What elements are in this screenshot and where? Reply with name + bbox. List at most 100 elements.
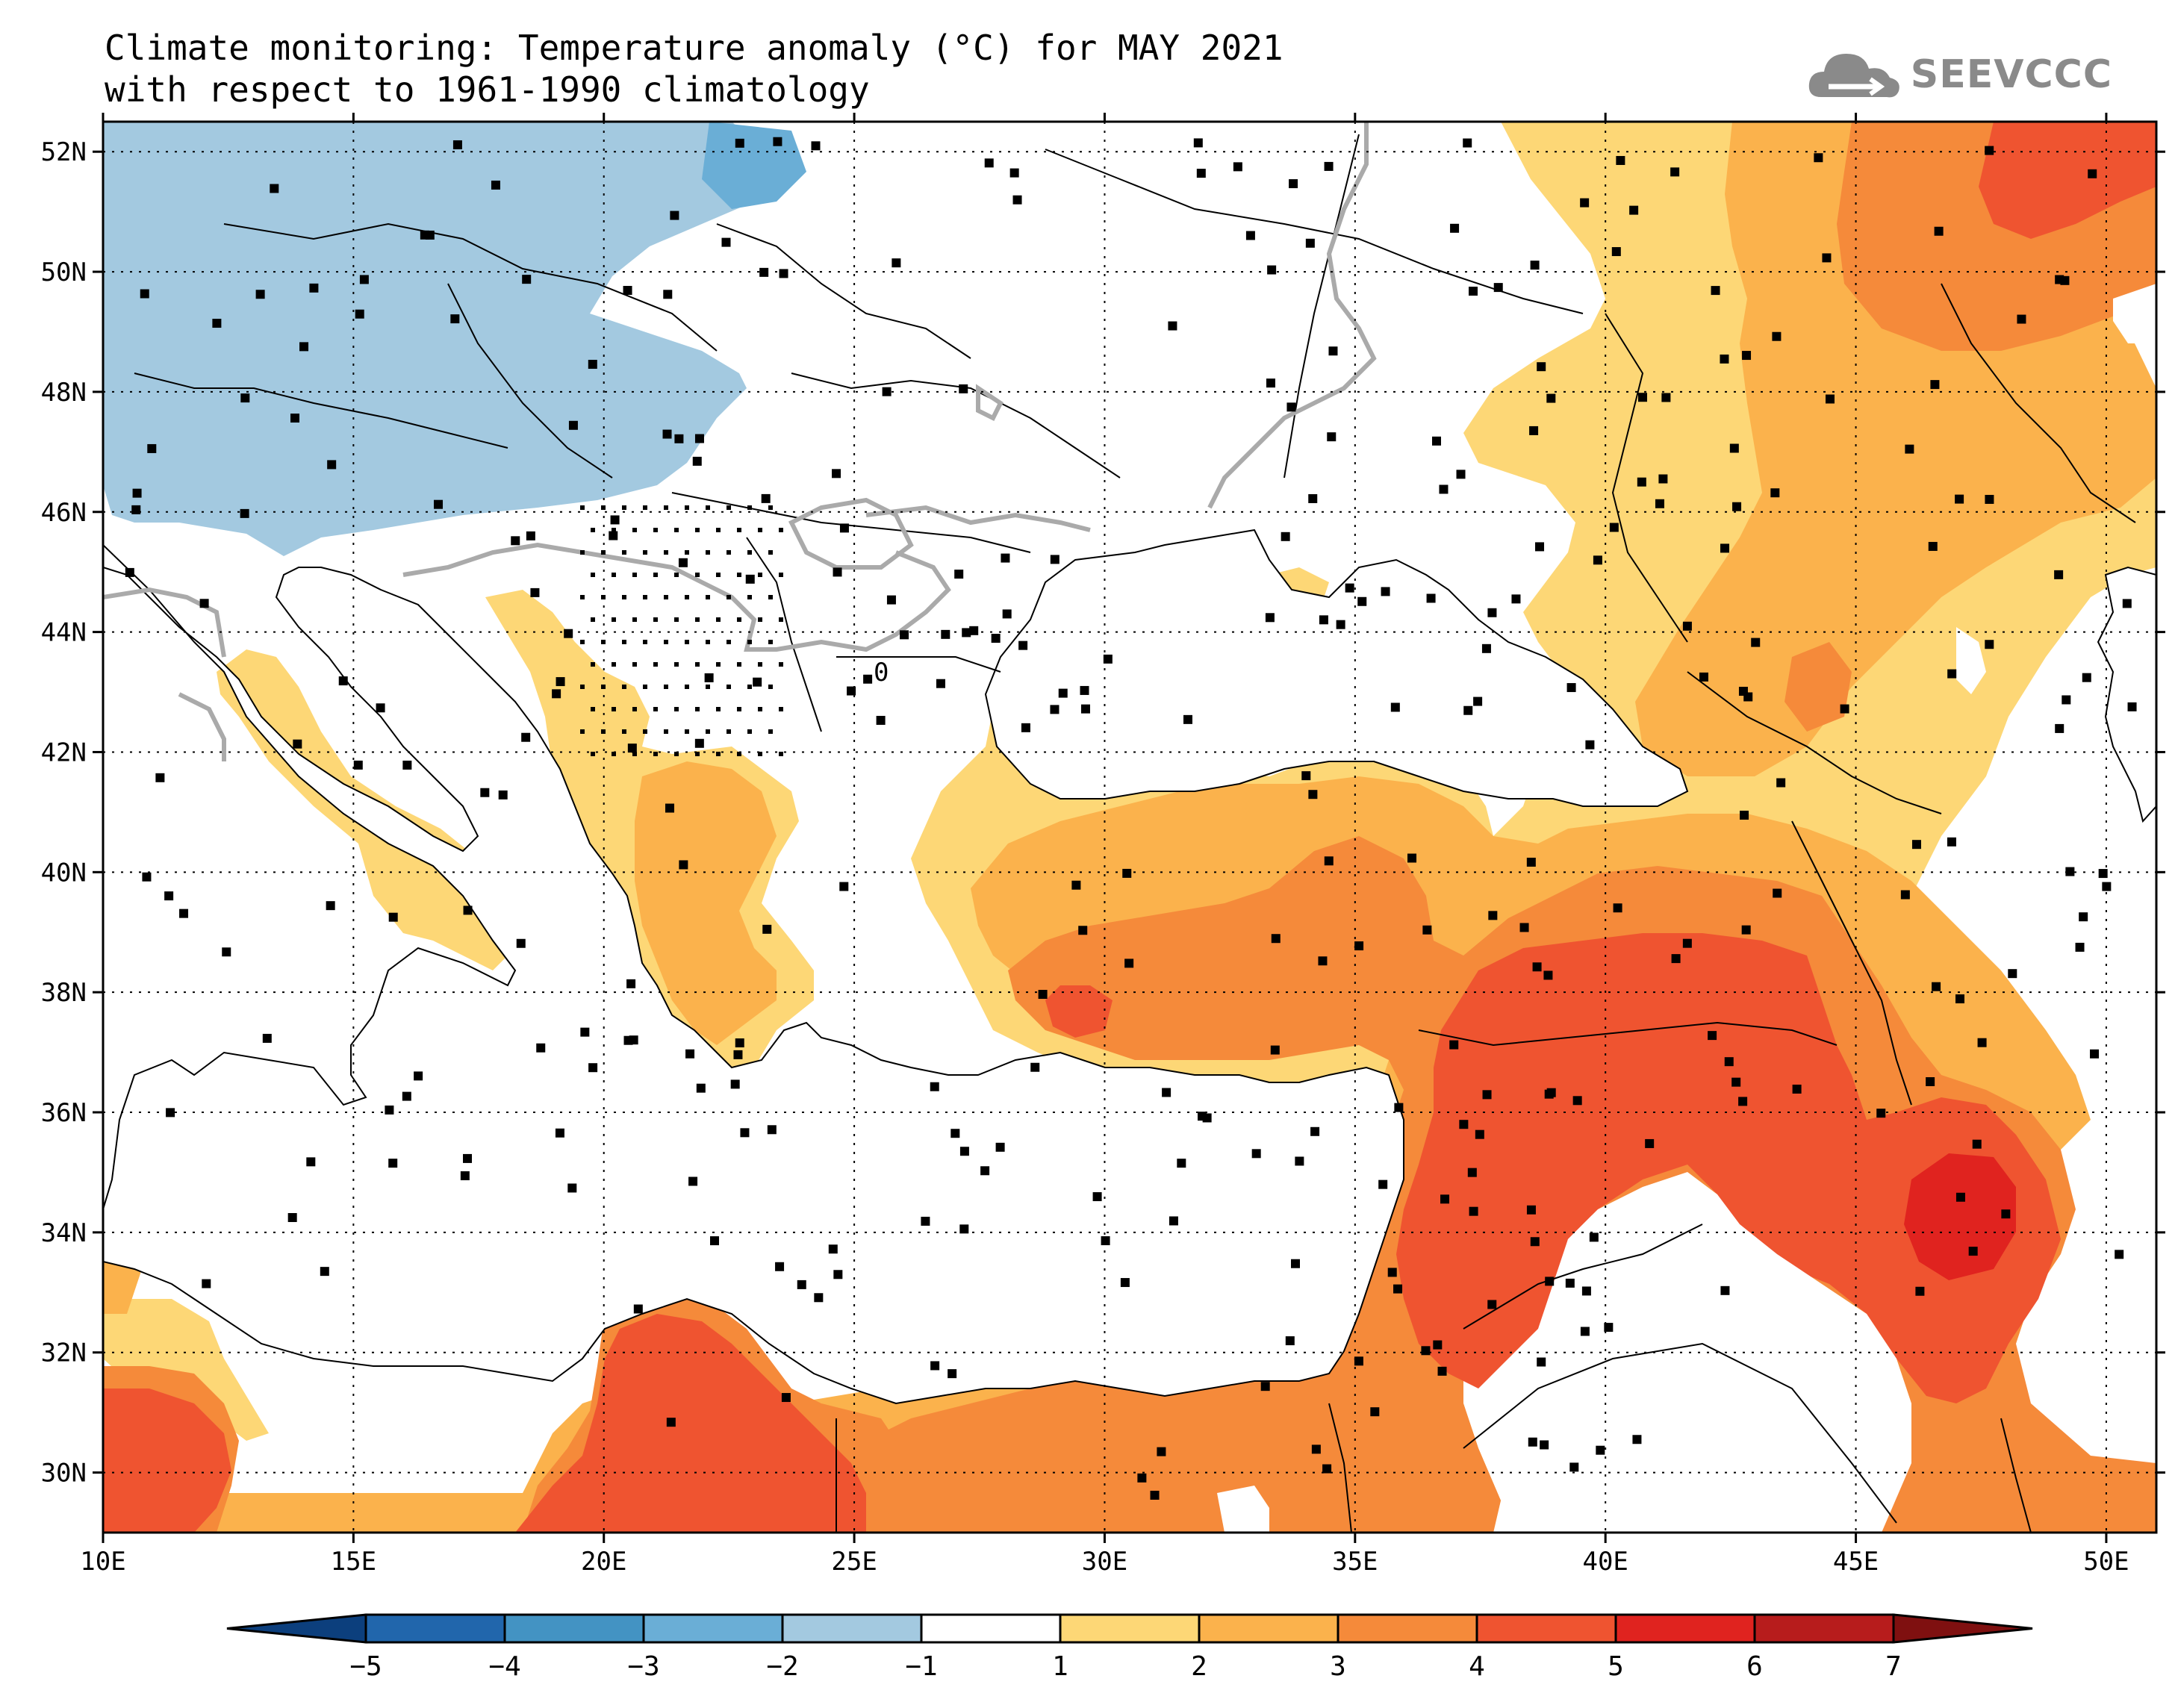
anomaly-band-warm-2-3-greece bbox=[635, 761, 777, 1045]
station-marker bbox=[2075, 942, 2085, 952]
station-marker bbox=[1545, 1277, 1555, 1286]
station-marker bbox=[131, 505, 141, 514]
stipple-dot bbox=[695, 617, 700, 622]
caspian-south-mask bbox=[2143, 806, 2156, 896]
station-marker bbox=[2127, 702, 2137, 711]
stipple-dot bbox=[622, 505, 626, 510]
station-marker bbox=[2017, 314, 2026, 324]
station-marker bbox=[491, 180, 500, 190]
stipple-dot bbox=[779, 617, 783, 622]
station-marker bbox=[767, 1125, 777, 1135]
stipple-dot bbox=[768, 595, 773, 599]
stipple-dot bbox=[747, 595, 752, 599]
station-marker bbox=[692, 456, 702, 466]
stipple-dot bbox=[695, 752, 700, 756]
stipple-dot bbox=[580, 640, 585, 644]
station-marker bbox=[1711, 286, 1720, 296]
stipple-dot bbox=[758, 573, 762, 577]
stipple-dot bbox=[612, 528, 616, 532]
stipple-dot bbox=[653, 662, 658, 667]
station-marker bbox=[627, 744, 637, 753]
colorbar-segment bbox=[781, 1613, 923, 1644]
stipple-dot bbox=[612, 662, 616, 667]
station-marker bbox=[685, 1049, 695, 1059]
station-marker bbox=[1285, 1336, 1295, 1346]
station-marker bbox=[762, 924, 772, 934]
axes: 10E 15E 20E 25E 30E 35E 40E 45E 50E 52N 50N 48N 46N 4… bbox=[41, 113, 2165, 1577]
colorbar-label: 2 bbox=[1191, 1651, 1207, 1682]
colorbar-label: 4 bbox=[1469, 1651, 1485, 1682]
station-marker bbox=[1440, 1194, 1450, 1204]
station-marker bbox=[147, 443, 157, 453]
lat-tick-label: 32N bbox=[41, 1338, 87, 1368]
station-marker bbox=[1322, 1464, 1332, 1474]
station-marker bbox=[1487, 608, 1497, 617]
station-marker bbox=[1080, 704, 1090, 714]
stipple-dot bbox=[612, 707, 616, 711]
station-marker bbox=[2055, 723, 2064, 733]
lon-tick-label: 25E bbox=[831, 1547, 877, 1577]
station-marker bbox=[663, 290, 673, 299]
station-marker bbox=[1825, 394, 1835, 404]
station-marker bbox=[995, 1142, 1005, 1152]
station-marker bbox=[1289, 179, 1298, 189]
stipple-dot bbox=[768, 685, 773, 689]
station-marker bbox=[892, 258, 901, 268]
colorbar-label: −4 bbox=[488, 1651, 520, 1682]
station-marker bbox=[984, 158, 994, 168]
station-marker bbox=[1354, 941, 1364, 951]
station-marker bbox=[1930, 380, 1940, 390]
station-marker bbox=[623, 286, 632, 296]
station-marker bbox=[1291, 1259, 1301, 1268]
stipple-dot bbox=[685, 550, 689, 555]
station-marker bbox=[526, 531, 535, 540]
station-marker bbox=[1792, 1084, 1802, 1094]
stipple-dot bbox=[674, 617, 679, 622]
station-marker bbox=[1928, 541, 1938, 551]
station-marker bbox=[735, 1038, 744, 1048]
station-marker bbox=[1092, 1192, 1102, 1202]
station-marker bbox=[828, 1244, 838, 1254]
station-marker bbox=[1407, 853, 1417, 863]
station-marker bbox=[552, 689, 561, 699]
lat-tick-label: 48N bbox=[41, 378, 87, 408]
station-marker bbox=[402, 1091, 411, 1101]
station-marker bbox=[1473, 696, 1483, 706]
station-marker bbox=[1265, 613, 1275, 623]
station-marker bbox=[1233, 162, 1242, 172]
station-marker bbox=[1162, 1088, 1171, 1097]
station-marker bbox=[1616, 155, 1625, 165]
lon-tick-label: 40E bbox=[1582, 1547, 1628, 1577]
station-marker bbox=[761, 493, 771, 503]
caspian-mask bbox=[2113, 284, 2156, 343]
station-marker bbox=[270, 184, 279, 193]
station-marker bbox=[338, 676, 348, 686]
station-marker bbox=[753, 677, 762, 687]
station-marker bbox=[1030, 1062, 1040, 1072]
station-marker bbox=[1543, 970, 1553, 980]
station-marker bbox=[1814, 153, 1823, 163]
station-marker bbox=[327, 460, 337, 470]
station-marker bbox=[1720, 354, 1729, 364]
station-marker bbox=[142, 872, 152, 882]
station-marker bbox=[450, 314, 460, 324]
stipple-dot bbox=[726, 595, 731, 599]
stipple-dot bbox=[664, 595, 668, 599]
stipple-dot bbox=[632, 707, 637, 711]
warm-anomaly-region bbox=[103, 122, 2156, 1533]
station-marker bbox=[1038, 990, 1048, 1000]
station-marker bbox=[839, 523, 849, 533]
stipple-dot bbox=[591, 617, 595, 622]
station-marker bbox=[1580, 1327, 1590, 1336]
stipple-dot bbox=[726, 550, 731, 555]
station-marker bbox=[2001, 1209, 2011, 1219]
station-marker bbox=[1530, 1237, 1540, 1247]
station-marker bbox=[290, 414, 300, 423]
colorbar-label: −2 bbox=[766, 1651, 798, 1682]
stipple-dot bbox=[737, 662, 741, 667]
station-marker bbox=[125, 567, 134, 577]
lat-tick-label: 38N bbox=[41, 978, 87, 1008]
stipple-dot bbox=[726, 505, 731, 510]
anomaly-band-warm-1-2-north-africa-w bbox=[103, 1299, 269, 1441]
